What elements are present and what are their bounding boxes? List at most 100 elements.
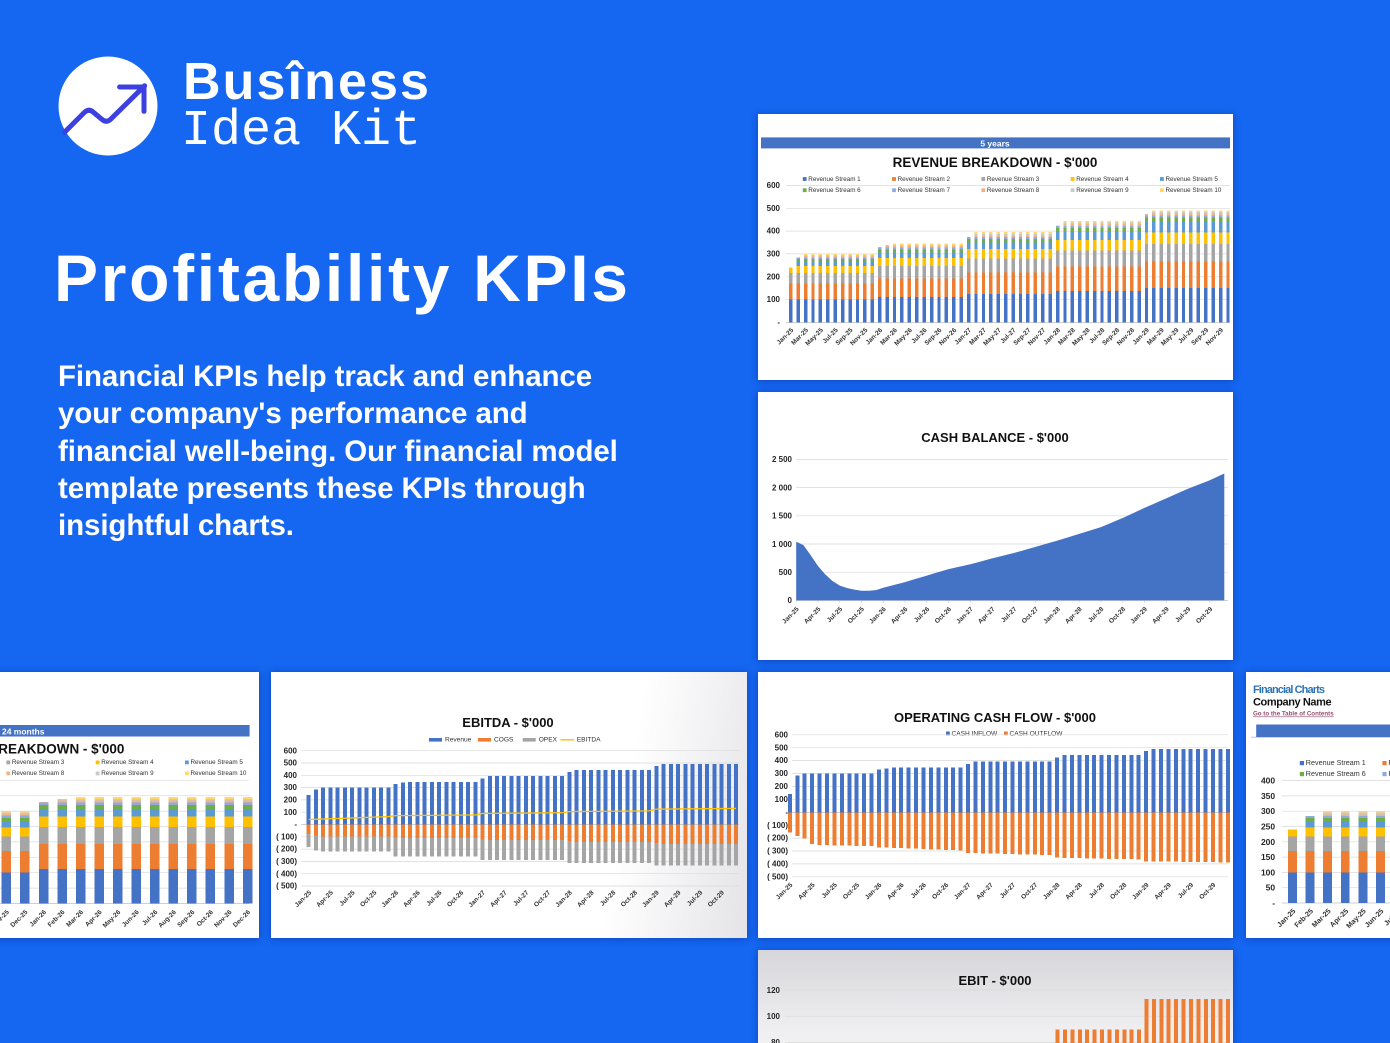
svg-text:150: 150 — [1261, 852, 1275, 862]
svg-text:Revenue Stream 6: Revenue Stream 6 — [1306, 769, 1366, 778]
svg-text:Jul-28: Jul-28 — [1087, 606, 1105, 624]
svg-text:Apr-29: Apr-29 — [663, 889, 683, 909]
svg-text:Jul-25: Jul-25 — [339, 889, 357, 907]
svg-text:500: 500 — [284, 759, 298, 768]
svg-text:( 200): ( 200) — [767, 834, 788, 843]
svg-text:Jan-27: Jan-27 — [955, 606, 975, 626]
svg-text:Jul-29: Jul-29 — [1177, 881, 1195, 899]
svg-text:CASH INFLOW: CASH INFLOW — [951, 730, 997, 737]
svg-text:Aug-26: Aug-26 — [158, 909, 179, 930]
svg-text:Apr-28: Apr-28 — [576, 889, 596, 909]
svg-text:Jan-29: Jan-29 — [641, 889, 661, 909]
svg-text:Jul-25: Jul-25 — [1382, 907, 1390, 928]
svg-text:-: - — [777, 318, 780, 327]
svg-text:Apr-26: Apr-26 — [402, 889, 422, 909]
svg-text:Jul-29: Jul-29 — [1174, 606, 1192, 624]
svg-text:( 200): ( 200) — [276, 845, 297, 854]
svg-text:Revenue Stream 7: Revenue Stream 7 — [1388, 769, 1390, 778]
svg-text:( 400): ( 400) — [767, 859, 788, 868]
svg-text:Mar-26: Mar-26 — [66, 909, 86, 929]
svg-text:EBITDA: EBITDA — [577, 737, 601, 744]
svg-text:Oct-28: Oct-28 — [1108, 606, 1127, 625]
svg-text:1 000: 1 000 — [772, 540, 793, 549]
svg-text:350: 350 — [1261, 791, 1275, 801]
svg-text:400: 400 — [1261, 776, 1275, 786]
svg-text:Revenue: Revenue — [445, 737, 472, 744]
svg-text:Revenue Stream 5: Revenue Stream 5 — [191, 759, 244, 766]
svg-text:REVENUE BREAKDOWN - $'000: REVENUE BREAKDOWN - $'000 — [0, 742, 125, 757]
svg-text:Apr-27: Apr-27 — [977, 606, 997, 626]
svg-text:Oct-25: Oct-25 — [842, 881, 861, 900]
svg-text:( 500): ( 500) — [767, 872, 788, 881]
svg-text:600: 600 — [284, 746, 298, 755]
svg-text:Apr-25: Apr-25 — [803, 606, 823, 626]
svg-text:EBITDA - $'000: EBITDA - $'000 — [462, 715, 553, 730]
svg-text:Apr-26: Apr-26 — [85, 909, 105, 929]
svg-text:Jan-26: Jan-26 — [868, 606, 888, 626]
svg-text:1 500: 1 500 — [772, 512, 793, 521]
svg-text:Jan-28: Jan-28 — [1042, 881, 1062, 901]
svg-text:Jul-25: Jul-25 — [821, 881, 839, 899]
svg-text:Nov-25: Nov-25 — [0, 909, 11, 930]
svg-text:Apr-26: Apr-26 — [890, 606, 910, 626]
svg-text:-: - — [295, 820, 298, 829]
svg-text:300: 300 — [767, 249, 781, 258]
svg-text:Jul-26: Jul-26 — [913, 606, 931, 624]
svg-text:Oct-26: Oct-26 — [931, 881, 950, 900]
svg-text:CASH BALANCE - $'000: CASH BALANCE - $'000 — [921, 430, 1068, 445]
svg-text:300: 300 — [284, 783, 298, 792]
svg-text:100: 100 — [767, 295, 781, 304]
svg-text:Jul-28: Jul-28 — [1088, 881, 1106, 899]
svg-text:Revenue Stream 4: Revenue Stream 4 — [1076, 176, 1129, 183]
svg-text:Jan-26: Jan-26 — [864, 881, 884, 901]
svg-text:Revenue Stream 3: Revenue Stream 3 — [12, 759, 65, 766]
svg-text:500: 500 — [775, 743, 789, 752]
svg-text:( 100): ( 100) — [276, 832, 297, 841]
svg-text:May-26: May-26 — [102, 909, 123, 930]
svg-text:Jan-29: Jan-29 — [1131, 881, 1151, 901]
svg-text:600: 600 — [775, 730, 789, 739]
svg-text:5 years: 5 years — [980, 138, 1010, 148]
svg-text:300: 300 — [775, 769, 789, 778]
svg-text:Nov-26: Nov-26 — [214, 909, 235, 930]
svg-text:Oct-25: Oct-25 — [359, 889, 378, 908]
svg-text:400: 400 — [767, 227, 781, 236]
svg-text:Revenue Stream 6: Revenue Stream 6 — [808, 187, 861, 194]
svg-text:2 000: 2 000 — [772, 483, 793, 492]
svg-text:400: 400 — [775, 756, 789, 765]
svg-text:Company Name: Company Name — [1253, 697, 1332, 709]
svg-text:Jul-27: Jul-27 — [999, 881, 1017, 899]
svg-text:Jun-26: Jun-26 — [121, 909, 141, 929]
svg-text:Apr-29: Apr-29 — [1151, 606, 1171, 626]
svg-text:CASH OUTFLOW: CASH OUTFLOW — [1009, 730, 1063, 737]
svg-text:Revenue Stream 2: Revenue Stream 2 — [1388, 758, 1390, 767]
svg-text:Oct-29: Oct-29 — [707, 889, 726, 908]
svg-text:Dec-25: Dec-25 — [10, 909, 30, 929]
svg-text:100: 100 — [284, 808, 298, 817]
svg-text:Feb-26: Feb-26 — [47, 909, 67, 929]
svg-text:Jan-28: Jan-28 — [555, 889, 575, 909]
svg-text:Revenue Stream 3: Revenue Stream 3 — [987, 176, 1040, 183]
svg-text:Oct-29: Oct-29 — [1198, 881, 1217, 900]
svg-text:Revenue Stream 4: Revenue Stream 4 — [102, 759, 155, 766]
svg-text:Apr-27: Apr-27 — [489, 889, 509, 909]
svg-text:Apr-27: Apr-27 — [975, 881, 995, 901]
svg-text:( 100): ( 100) — [767, 821, 788, 830]
svg-text:2 500: 2 500 — [772, 455, 793, 464]
svg-text:Jan-29: Jan-29 — [1129, 606, 1149, 626]
svg-text:Oct-26: Oct-26 — [446, 889, 465, 908]
svg-text:Revenue Stream 1: Revenue Stream 1 — [808, 176, 861, 183]
svg-text:REVENUE BREAKDOWN - $'000: REVENUE BREAKDOWN - $'000 — [893, 155, 1098, 170]
svg-text:Apr-28: Apr-28 — [1064, 881, 1084, 901]
svg-text:50: 50 — [1265, 883, 1275, 893]
svg-text:Jul-26: Jul-26 — [910, 881, 928, 899]
svg-text:( 400): ( 400) — [276, 869, 297, 878]
svg-text:Revenue Stream 1: Revenue Stream 1 — [1306, 758, 1366, 767]
svg-text:Apr-25: Apr-25 — [797, 881, 817, 901]
svg-text:Jan-28: Jan-28 — [1042, 606, 1062, 626]
svg-text:0: 0 — [788, 596, 793, 605]
svg-text:300: 300 — [1261, 806, 1275, 816]
svg-text:Jul-27: Jul-27 — [1000, 606, 1018, 624]
svg-text:100: 100 — [775, 795, 789, 804]
svg-text:May-25: May-25 — [1344, 907, 1368, 931]
